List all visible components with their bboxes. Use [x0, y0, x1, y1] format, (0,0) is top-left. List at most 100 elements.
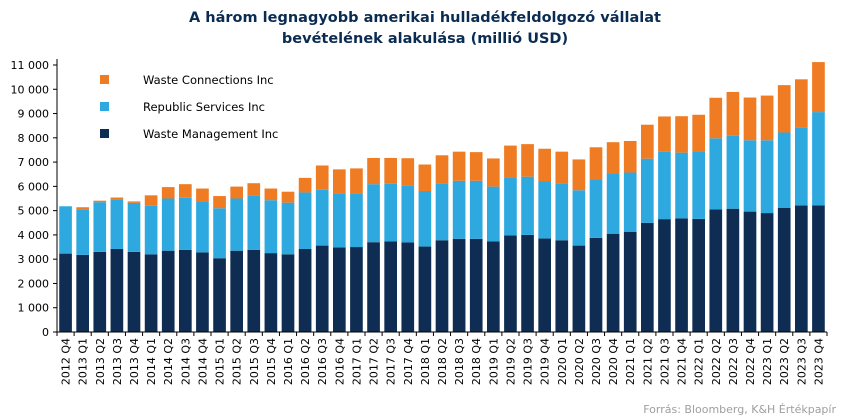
bar-segment-republic-services-inc: [521, 176, 534, 235]
bar-segment-republic-services-inc: [196, 201, 209, 253]
bar-segment-waste-management-inc: [196, 252, 209, 332]
bar-segment-waste-management-inc: [230, 250, 243, 332]
bar-segment-waste-connections-inc: [658, 116, 671, 152]
bar-segment-waste-management-inc: [452, 238, 466, 332]
x-tick-label: 2014 Q4: [196, 338, 209, 385]
x-tick-label: 2016 Q1: [282, 338, 295, 385]
x-tick-label: 2022 Q1: [693, 338, 706, 385]
x-tick-label: 2022 Q4: [744, 338, 757, 385]
bar-segment-republic-services-inc: [179, 197, 192, 250]
bar-segment-waste-connections-inc: [572, 159, 586, 191]
bar-segment-waste-management-inc: [384, 241, 397, 332]
bar-segment-waste-connections-inc: [521, 144, 534, 177]
x-tick-label: 2020 Q2: [573, 338, 586, 385]
x-tick-label: 2015 Q3: [248, 338, 261, 385]
bar-segment-republic-services-inc: [658, 151, 671, 220]
bar-segment-waste-management-inc: [247, 249, 261, 332]
y-tick-label: 5 000: [18, 205, 50, 218]
x-tick-label: 2014 Q3: [179, 338, 192, 385]
bar-segment-waste-management-inc: [504, 235, 517, 332]
x-tick-label: 2017 Q4: [402, 338, 415, 385]
bar-segment-waste-management-inc: [127, 251, 141, 332]
x-tick-label: 2016 Q4: [333, 338, 346, 385]
legend-label: Waste Connections Inc: [143, 73, 274, 87]
bar-segment-waste-connections-inc: [418, 164, 432, 191]
bar-segment-waste-management-inc: [350, 247, 363, 332]
bar-segment-waste-management-inc: [521, 234, 534, 332]
bar-segment-republic-services-inc: [59, 206, 72, 254]
bar-segment-republic-services-inc: [538, 181, 551, 239]
bar-segment-republic-services-inc: [572, 190, 586, 246]
x-tick-label: 2022 Q3: [727, 338, 740, 385]
bar-segment-waste-management-inc: [333, 247, 346, 332]
bar-segment-waste-connections-inc: [487, 158, 500, 187]
bar-segment-waste-connections-inc: [110, 197, 124, 200]
bar-segment-republic-services-inc: [641, 158, 654, 223]
bar-segment-waste-management-inc: [675, 218, 688, 332]
bar-segment-waste-connections-inc: [213, 196, 226, 209]
bar-segment-republic-services-inc: [623, 172, 637, 232]
y-tick-label: 8 000: [18, 132, 50, 145]
bar-segment-republic-services-inc: [93, 202, 107, 252]
y-tick-label: 6 000: [18, 180, 50, 193]
bar-segment-republic-services-inc: [418, 190, 432, 247]
bar-segment-republic-services-inc: [504, 177, 517, 236]
x-tick-label: 2021 Q4: [676, 338, 689, 385]
bar-segment-waste-management-inc: [812, 205, 825, 332]
x-tick-label: 2023 Q4: [812, 338, 825, 385]
y-tick-label: 11 000: [11, 59, 50, 72]
chart-title-line-1: A három legnagyobb amerikai hulladékfeld…: [189, 10, 661, 26]
legend-label: Republic Services Inc: [143, 100, 265, 114]
bar-segment-waste-management-inc: [795, 205, 808, 332]
bar-segment-waste-management-inc: [469, 238, 483, 332]
bar-segment-waste-connections-inc: [589, 147, 603, 180]
x-tick-label: 2023 Q3: [795, 338, 808, 385]
x-axis: 2012 Q4 2013 Q1 2013 Q2 2013 Q3 2013 Q4 2014 …: [56, 331, 828, 385]
bar-segment-waste-connections-inc: [315, 165, 329, 190]
x-tick-label: 2018 Q1: [419, 338, 432, 385]
chart-title-line-2: bevételének alakulása (millió USD): [281, 31, 569, 47]
bar-segment-waste-management-inc: [777, 207, 791, 332]
bar-segment-waste-connections-inc: [384, 157, 397, 184]
bar-segment-waste-management-inc: [144, 254, 158, 332]
x-tick-label: 2019 Q4: [539, 338, 552, 385]
bar-segment-republic-services-inc: [760, 140, 774, 214]
bar-segment-waste-connections-inc: [127, 201, 141, 203]
bar-segment-republic-services-inc: [264, 200, 278, 254]
y-tick-label: 3 000: [18, 253, 50, 266]
bar-segment-republic-services-inc: [367, 184, 380, 243]
bar-segment-republic-services-inc: [589, 179, 603, 238]
x-tick-label: 2016 Q2: [299, 338, 312, 385]
bar-segment-waste-connections-inc: [709, 97, 723, 139]
legend-label: Waste Management Inc: [143, 127, 278, 141]
bar-segment-republic-services-inc: [435, 183, 449, 241]
bar-segment-republic-services-inc: [777, 132, 791, 208]
bar-segment-waste-connections-inc: [367, 157, 380, 185]
bar-segment-waste-connections-inc: [247, 183, 261, 196]
x-tick-label: 2015 Q4: [265, 338, 278, 385]
bar-segment-republic-services-inc: [795, 127, 808, 206]
bar-segment-waste-management-inc: [555, 240, 569, 332]
bar-segment-waste-management-inc: [760, 213, 774, 332]
x-tick-label: 2020 Q3: [590, 338, 603, 385]
bar-segment-waste-management-inc: [572, 245, 586, 332]
bar-segment-waste-management-inc: [161, 250, 175, 332]
bar-segment-republic-services-inc: [675, 152, 688, 219]
x-tick-label: 2023 Q2: [778, 338, 791, 385]
x-tick-label: 2018 Q3: [453, 338, 466, 385]
x-tick-label: 2015 Q2: [231, 338, 244, 385]
x-tick-label: 2014 Q2: [162, 338, 175, 385]
bar-segment-waste-connections-inc: [230, 186, 243, 199]
bar-segment-waste-connections-inc: [606, 142, 620, 174]
bar-segment-waste-management-inc: [435, 240, 449, 332]
bar-segment-republic-services-inc: [487, 186, 500, 242]
bar-segment-waste-connections-inc: [179, 184, 192, 198]
x-tick-label: 2021 Q2: [641, 338, 654, 385]
bar-segment-waste-connections-inc: [76, 207, 89, 210]
bar-segment-waste-management-inc: [743, 211, 757, 332]
bar-segment-republic-services-inc: [606, 173, 620, 234]
bar-segment-republic-services-inc: [452, 180, 466, 239]
bar-segment-waste-connections-inc: [641, 124, 654, 159]
bar-segment-waste-management-inc: [59, 253, 72, 332]
